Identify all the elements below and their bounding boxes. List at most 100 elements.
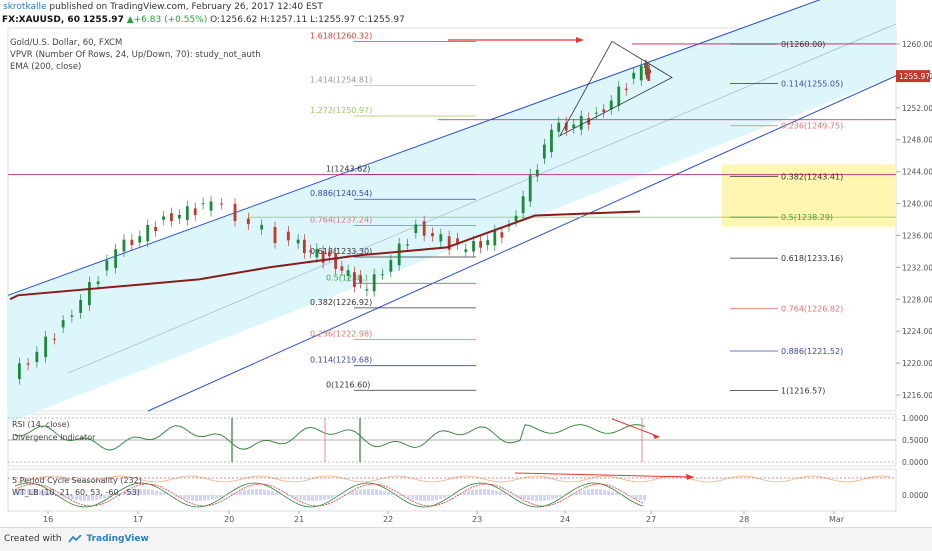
wt-histogram-bar (331, 495, 334, 498)
candle-body (536, 170, 539, 177)
wt-histogram-bar (243, 490, 246, 495)
wt-histogram-bar (427, 495, 430, 501)
candle-body (18, 363, 21, 379)
candle-body (625, 89, 628, 90)
candle-body (365, 289, 368, 290)
wt-histogram-bar (447, 495, 450, 497)
wt-histogram-bar (599, 489, 602, 495)
candle-body (146, 225, 149, 241)
candle-body (580, 116, 583, 130)
rsi-tick-label: 1.0000 (902, 414, 928, 423)
tradingview-brand[interactable]: TradingView (86, 534, 148, 544)
wt-histogram-bar (499, 492, 502, 495)
x-tick-label: Mar (829, 515, 845, 524)
candle-body (309, 250, 312, 252)
wt-histogram-bar (455, 494, 458, 495)
candle-body (479, 241, 482, 248)
wt-histogram-bar (375, 490, 378, 495)
candle-body (27, 363, 30, 364)
wt-histogram-bar (187, 495, 190, 500)
wt-histogram-bar (415, 495, 418, 500)
candle-body (406, 244, 409, 245)
candle-body (431, 233, 434, 236)
wt-histogram-bar (619, 494, 622, 495)
candle-body (210, 201, 213, 210)
wt-histogram-bar (355, 490, 358, 495)
tradingview-logo-icon (68, 535, 82, 543)
fib-left-label: 1(1243.62) (326, 165, 370, 174)
wt-histogram-bar (203, 495, 206, 501)
candle-body (170, 213, 173, 221)
wt-histogram-bar (323, 495, 326, 500)
wt-histogram-bar (343, 494, 346, 495)
wt-histogram-bar (411, 495, 414, 499)
candle-body (202, 203, 205, 204)
candle-body (130, 240, 133, 245)
y-tick-label: 1244.00 (902, 168, 932, 177)
x-tick-label: 27 (646, 515, 656, 524)
wt-histogram-bar (327, 495, 330, 499)
wt-histogram-bar (379, 490, 382, 495)
candle-body (287, 232, 290, 241)
y-tick-label: 1228.00 (902, 295, 932, 304)
candle-body (154, 227, 157, 231)
wt-histogram-bar (583, 490, 586, 495)
wt-histogram-bar (163, 493, 166, 495)
x-tick-label: 20 (224, 515, 234, 524)
rsi-tick-label: 0.0000 (902, 458, 928, 467)
y-tick-label: 1252.00 (902, 104, 932, 113)
fib-right-label: 0.5(1238.29) (781, 213, 833, 222)
y-tick-label: 1260.00 (902, 40, 932, 49)
candle-body (53, 339, 56, 340)
wt-histogram-bar (183, 495, 186, 499)
wt-histogram-bar (147, 489, 150, 495)
wt-histogram-bar (539, 495, 542, 501)
candle-body (617, 87, 620, 106)
candle-body (602, 109, 605, 112)
wt-histogram-bar (335, 495, 338, 496)
y-tick-label: 1232.00 (902, 263, 932, 272)
wt-histogram-bar (443, 495, 446, 498)
wt-histogram-bar (179, 495, 182, 498)
wt-histogram-bar (247, 490, 250, 495)
wt-histogram-bar (519, 495, 522, 498)
x-tick-label: 21 (294, 515, 304, 524)
wt-histogram-bar (639, 495, 642, 500)
price-chart[interactable]: 1216.001220.001224.001228.001232.001236.… (0, 0, 932, 527)
candle-body (138, 236, 141, 242)
candle-body (35, 352, 38, 362)
wt-histogram-bar (559, 495, 562, 497)
wt-histogram-bar (351, 491, 354, 495)
wt-histogram-bar (239, 491, 242, 495)
candle-body (632, 73, 635, 79)
fib-right-label: 0.618(1233.16) (781, 254, 843, 263)
candle-body (105, 260, 108, 270)
wt-histogram-bar (387, 492, 390, 495)
wt-histogram-bar (591, 489, 594, 495)
candle-body (315, 249, 318, 257)
wt-histogram-bar (155, 491, 158, 495)
wt-histogram-bar (303, 495, 306, 500)
candle-body (234, 204, 237, 221)
candle-body (70, 316, 73, 317)
wt-histogram-bar (511, 495, 514, 496)
wt-histogram-bar (195, 495, 198, 501)
candle-body (389, 260, 392, 272)
candle-body (162, 216, 165, 219)
last-price-tag-label: 1255.97 (899, 72, 930, 81)
fib-left-label: 1.618(1260.32) (310, 31, 372, 40)
wt-histogram-bar (487, 489, 490, 495)
wt-histogram-bar (575, 492, 578, 495)
candle-body (572, 124, 575, 128)
candle-body (178, 215, 181, 219)
y-tick-label: 1220.00 (902, 359, 932, 368)
fib-left-label: 0(1216.60) (326, 380, 370, 389)
candle-body (464, 249, 467, 252)
rsi-line (15, 425, 645, 450)
rsi-divergence-arrow-line (612, 419, 656, 436)
x-tick-label: 28 (739, 515, 749, 524)
wt-histogram-bar (267, 490, 270, 495)
candle-body (97, 282, 100, 285)
wt-histogram-bar (251, 489, 254, 495)
wt-histogram-bar (319, 495, 322, 500)
